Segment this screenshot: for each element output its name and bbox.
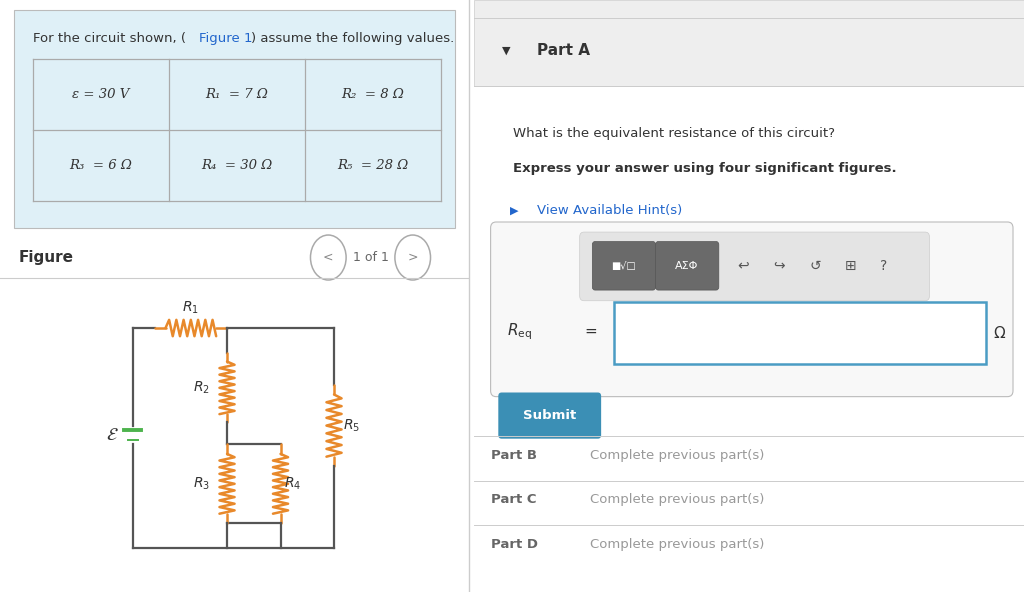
Text: $R_4$: $R_4$ xyxy=(284,475,301,492)
Text: Part D: Part D xyxy=(490,538,538,551)
FancyBboxPatch shape xyxy=(614,302,985,364)
Text: Part C: Part C xyxy=(490,493,537,506)
Text: R₅  = 28 Ω: R₅ = 28 Ω xyxy=(337,159,409,172)
FancyBboxPatch shape xyxy=(580,232,930,301)
Text: =: = xyxy=(584,324,597,339)
Text: <: < xyxy=(323,251,334,264)
Text: $R_5$: $R_5$ xyxy=(343,417,360,434)
Text: $\mathcal{E}$: $\mathcal{E}$ xyxy=(105,426,119,444)
Text: What is the equivalent resistance of this circuit?: What is the equivalent resistance of thi… xyxy=(513,127,835,140)
Text: R₁  = 7 Ω: R₁ = 7 Ω xyxy=(206,88,268,101)
Text: ↺: ↺ xyxy=(809,259,821,273)
Text: ε = 30 V: ε = 30 V xyxy=(72,88,129,101)
Text: $R_2$: $R_2$ xyxy=(193,379,210,396)
Text: 1 of 1: 1 of 1 xyxy=(352,251,388,264)
Text: $R_{\mathrm{eq}}$: $R_{\mathrm{eq}}$ xyxy=(507,321,532,342)
Text: Complete previous part(s): Complete previous part(s) xyxy=(590,538,764,551)
Text: ↪: ↪ xyxy=(773,259,785,273)
Text: ⊞: ⊞ xyxy=(845,259,857,273)
Text: ■√□: ■√□ xyxy=(611,261,636,271)
Text: Part A: Part A xyxy=(538,43,591,58)
Text: Express your answer using four significant figures.: Express your answer using four significa… xyxy=(513,162,896,175)
FancyBboxPatch shape xyxy=(499,392,601,439)
Text: Part B: Part B xyxy=(490,449,537,462)
FancyBboxPatch shape xyxy=(14,10,455,228)
Text: ↩: ↩ xyxy=(737,259,750,273)
Text: View Available Hint(s): View Available Hint(s) xyxy=(538,204,683,217)
Text: ) assume the following values.: ) assume the following values. xyxy=(251,32,455,45)
Text: Figure 1: Figure 1 xyxy=(200,32,253,45)
Text: R₄  = 30 Ω: R₄ = 30 Ω xyxy=(201,159,272,172)
FancyBboxPatch shape xyxy=(655,242,719,290)
FancyBboxPatch shape xyxy=(592,242,655,290)
Text: Submit: Submit xyxy=(523,409,577,422)
Text: $R_1$: $R_1$ xyxy=(182,300,200,316)
Text: For the circuit shown, (: For the circuit shown, ( xyxy=(33,32,185,45)
Text: Figure: Figure xyxy=(18,250,74,265)
Text: ▶: ▶ xyxy=(510,205,518,215)
FancyBboxPatch shape xyxy=(474,0,1024,86)
Text: Ω: Ω xyxy=(993,326,1006,341)
Text: >: > xyxy=(408,251,418,264)
FancyBboxPatch shape xyxy=(490,222,1013,397)
Text: R₃  = 6 Ω: R₃ = 6 Ω xyxy=(70,159,132,172)
Text: ?: ? xyxy=(881,259,888,273)
Text: $R_3$: $R_3$ xyxy=(193,475,210,492)
Text: Complete previous part(s): Complete previous part(s) xyxy=(590,493,764,506)
Text: ΑΣΦ: ΑΣΦ xyxy=(675,261,698,271)
Text: Complete previous part(s): Complete previous part(s) xyxy=(590,449,764,462)
Text: ▼: ▼ xyxy=(502,46,510,55)
Text: R₂  = 8 Ω: R₂ = 8 Ω xyxy=(341,88,404,101)
